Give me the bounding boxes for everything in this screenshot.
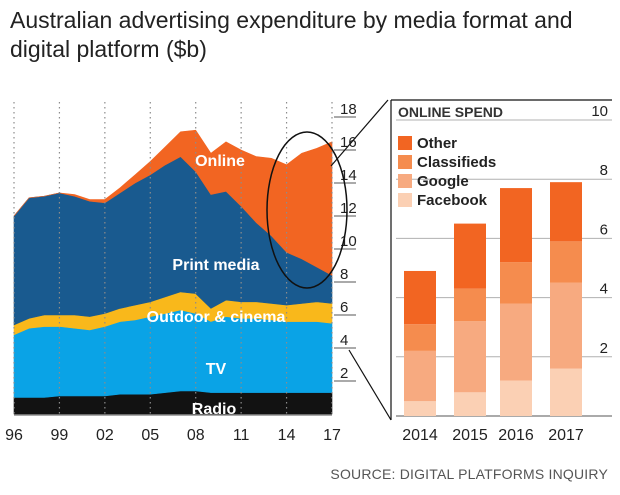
area-y-tick-4: 4 <box>340 332 348 349</box>
area-chart: 96 99 02 05 08 11 14 1724681012141618OnlinePrin… <box>5 101 357 444</box>
bar-2015-facebook <box>454 392 486 416</box>
area-y-tick-18: 18 <box>340 101 357 118</box>
area-label-radio: Radio <box>192 401 237 418</box>
legend-label-classifieds: Classifieds <box>417 154 496 171</box>
connector-line-bottom <box>348 349 392 421</box>
area-y-tick-2: 2 <box>340 365 348 382</box>
area-x-tick-96: 96 <box>5 427 23 444</box>
area-y-tick-6: 6 <box>340 299 348 316</box>
area-x-tick-02: 02 <box>96 427 114 444</box>
connector-line-top <box>330 99 389 167</box>
legend-swatch-other <box>398 136 412 150</box>
area-label-outdoor-and-cinema: Outdoor & cinema <box>147 309 286 326</box>
bar-2016-other <box>500 188 532 263</box>
area-y-tick-8: 8 <box>340 266 348 283</box>
bar-2016-google <box>500 303 532 381</box>
highlight-ellipse <box>266 131 348 289</box>
bar-2015-google <box>454 321 486 393</box>
bar-2014-classifieds <box>404 324 436 351</box>
bar-2016-classifieds <box>500 262 532 304</box>
area-x-tick-05: 05 <box>141 427 159 444</box>
legend-label-google: Google <box>417 173 469 190</box>
area-y-tick-16: 16 <box>340 134 357 151</box>
area-x-tick-14: 14 <box>278 427 296 444</box>
bar-2017-google <box>550 282 582 369</box>
area-series-online <box>13 129 333 276</box>
bar-chart-online-spend: 2 4 6 8 10 ONLINE SPEND 2014 2015 2016 2017 Other C… <box>390 99 612 444</box>
bar-y-tick-4: 4 <box>600 281 608 298</box>
bar-2017-classifieds <box>550 241 582 283</box>
bar-y-tick-2: 2 <box>600 340 608 357</box>
source-note: SOURCE: DIGITAL PLATFORMS INQUIRY <box>330 466 608 482</box>
bar-2015-classifieds <box>454 288 486 322</box>
bar-2017-facebook <box>550 368 582 416</box>
bar-panel-title: ONLINE SPEND <box>398 104 503 120</box>
bar-2014-google <box>404 350 436 402</box>
bar-2014-facebook <box>404 401 436 416</box>
chart-title-line-2: digital platform ($b) <box>10 36 207 62</box>
area-x-tick-08: 08 <box>187 427 205 444</box>
area-label-online: Online <box>195 153 245 170</box>
legend-swatch-classifieds <box>398 155 412 169</box>
area-label-tv: TV <box>206 361 227 378</box>
area-x-tick-11: 11 <box>233 427 250 444</box>
bar-2015-other <box>454 223 486 289</box>
area-y-tick-12: 12 <box>340 200 357 217</box>
bar-x-tick-2017: 2017 <box>548 427 584 444</box>
legend-swatch-google <box>398 174 412 188</box>
legend-swatch-facebook <box>398 193 412 207</box>
legend-label-other: Other <box>417 135 457 152</box>
area-x-tick-99: 99 <box>51 427 69 444</box>
bar-x-tick-2014: 2014 <box>402 427 438 444</box>
bar-x-tick-2015: 2015 <box>452 427 488 444</box>
bar-y-tick-8: 8 <box>600 162 608 179</box>
bar-2014-other <box>404 270 436 325</box>
bar-x-tick-2016: 2016 <box>498 427 534 444</box>
bar-y-tick-6: 6 <box>600 221 608 238</box>
bar-2017-other <box>550 182 582 242</box>
chart-title-line-1: Australian advertising expenditure by me… <box>10 7 573 33</box>
legend-label-facebook: Facebook <box>417 192 488 209</box>
bar-2016-facebook <box>500 380 532 416</box>
area-label-print-media: Print media <box>172 257 259 274</box>
area-x-tick-17: 17 <box>323 427 341 444</box>
bar-y-tick-10: 10 <box>591 103 608 120</box>
chart-title: Australian advertising expenditure by me… <box>10 6 610 64</box>
